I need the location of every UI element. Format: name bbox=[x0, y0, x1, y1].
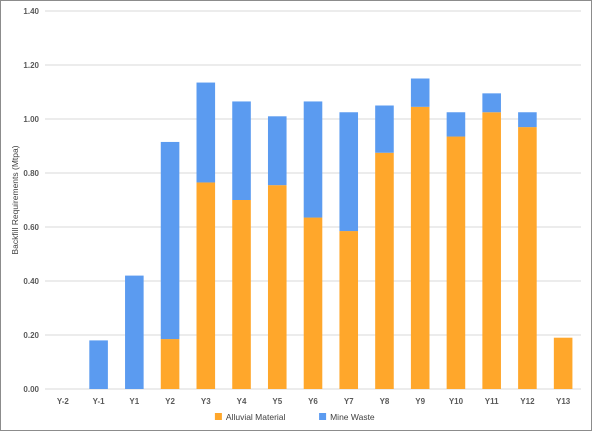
y-tick-label: 1.00 bbox=[23, 115, 39, 124]
bar-alluvial-material bbox=[196, 182, 216, 389]
bar-mine-waste bbox=[339, 112, 359, 232]
y-tick-label: 1.20 bbox=[23, 61, 39, 70]
legend-swatch bbox=[319, 413, 327, 420]
bar-mine-waste bbox=[125, 275, 144, 389]
x-tick-label: Y7 bbox=[344, 397, 354, 406]
bar-alluvial-material bbox=[232, 200, 251, 389]
bar-alluvial-material bbox=[303, 217, 323, 389]
bar-mine-waste bbox=[446, 112, 466, 137]
bar-alluvial-material bbox=[339, 231, 359, 389]
bar-mine-waste bbox=[160, 141, 180, 340]
bar-mine-waste bbox=[482, 93, 501, 113]
y-tick-label: 0.60 bbox=[23, 223, 39, 232]
x-tick-label: Y12 bbox=[520, 397, 535, 406]
y-tick-label: 0.00 bbox=[23, 385, 39, 394]
x-tick-label: Y1 bbox=[129, 397, 139, 406]
x-tick-label: Y-2 bbox=[57, 397, 70, 406]
bar-alluvial-material bbox=[518, 127, 537, 389]
x-tick-label: Y11 bbox=[485, 397, 499, 406]
bar-alluvial-material bbox=[446, 136, 466, 389]
y-axis-title: Backfill Requirements (Mtpa) bbox=[10, 145, 20, 254]
bar-alluvial-material bbox=[410, 106, 430, 389]
y-tick-label: 1.40 bbox=[23, 7, 39, 16]
bar-mine-waste bbox=[267, 116, 287, 186]
y-tick-label: 0.20 bbox=[23, 331, 39, 340]
bar-alluvial-material bbox=[553, 337, 573, 389]
x-tick-label: Y9 bbox=[415, 397, 425, 406]
x-tick-label: Y10 bbox=[449, 397, 464, 406]
y-tick-label: 0.80 bbox=[23, 169, 39, 178]
bar-alluvial-material bbox=[160, 339, 180, 389]
x-tick-label: Y5 bbox=[272, 397, 282, 406]
bar-alluvial-material bbox=[267, 185, 287, 389]
bar-mine-waste bbox=[89, 340, 108, 389]
legend-label: Alluvial Material bbox=[226, 412, 286, 422]
legend: Alluvial Material Mine Waste bbox=[214, 412, 375, 422]
bar-alluvial-material bbox=[482, 112, 501, 389]
x-tick-label: Y8 bbox=[380, 397, 390, 406]
x-tick-label: Y13 bbox=[556, 397, 571, 406]
bar-alluvial-material bbox=[375, 152, 394, 389]
bar-mine-waste bbox=[518, 112, 537, 128]
x-tick-label: Y3 bbox=[201, 397, 211, 406]
bar-mine-waste bbox=[410, 78, 430, 107]
y-tick-label: 0.40 bbox=[23, 277, 39, 286]
x-axis-ticks: Y-2 Y-1 Y1 Y2 Y3 Y4 Y5 Y6 Y7 Y8 Y9 Y10 Y11 Y12 Y13 bbox=[57, 397, 571, 406]
legend-label: Mine Waste bbox=[330, 412, 375, 422]
bars bbox=[89, 78, 573, 389]
x-tick-label: Y2 bbox=[165, 397, 175, 406]
x-tick-label: Y-1 bbox=[93, 397, 106, 406]
bar-mine-waste bbox=[375, 105, 394, 153]
bar-mine-waste bbox=[303, 101, 323, 218]
bar-mine-waste bbox=[232, 101, 251, 200]
bar-mine-waste bbox=[196, 82, 216, 183]
x-tick-label: Y4 bbox=[237, 397, 247, 406]
x-tick-label: Y6 bbox=[308, 397, 318, 406]
legend-swatch bbox=[214, 413, 222, 420]
y-axis-ticks: 0.00 0.20 0.40 0.60 0.80 1.00 1.20 1.40 bbox=[23, 7, 39, 394]
